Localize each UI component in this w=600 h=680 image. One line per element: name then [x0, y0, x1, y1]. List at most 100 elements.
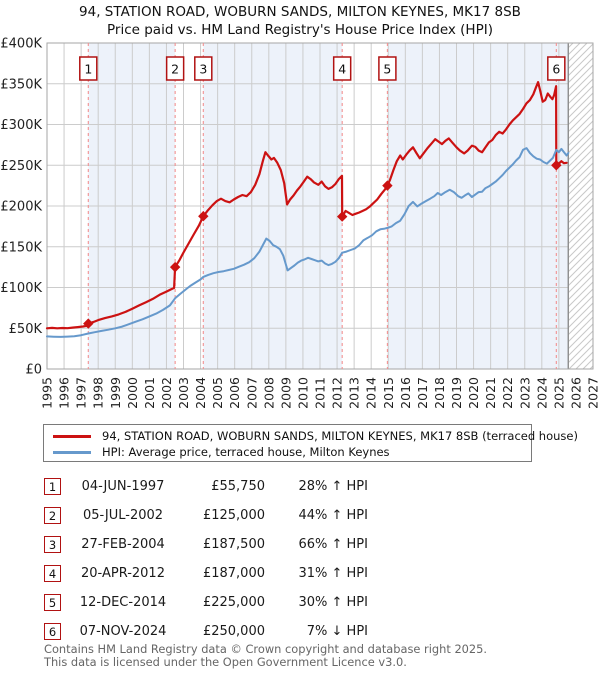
- sale-marker-box: [332, 56, 352, 81]
- y-axis-tick-label: £0: [25, 363, 42, 378]
- sale-point-marker: [551, 160, 562, 171]
- table-row: 1 04-JUN-1997 £55,750 28% ↑ HPI: [0, 478, 600, 496]
- x-axis-tick-label: 2013: [347, 377, 362, 409]
- page-title: 94, STATION ROAD, WOBURN SANDS, MILTON K…: [79, 4, 521, 20]
- sale-marker-number: 1: [84, 62, 92, 77]
- x-axis-tick-label: 2023: [517, 377, 532, 409]
- x-axis-tick-label: 2011: [313, 377, 328, 409]
- table-row: 6 07-NOV-2024 £250,000 7% ↓ HPI: [0, 623, 600, 641]
- sale-marker-number: 4: [338, 62, 346, 77]
- x-axis-tick-label: 2001: [142, 377, 157, 409]
- x-axis-tick-label: 2018: [432, 377, 447, 409]
- x-axis-tick-label: 2008: [261, 377, 276, 409]
- hpi-line-swatch: [53, 450, 91, 454]
- y-axis-tick-label: £200K: [0, 200, 42, 215]
- sale-marker-box: [79, 56, 98, 81]
- x-axis-tick-label: 2004: [193, 377, 208, 409]
- future-region-hatch: [568, 43, 593, 369]
- sale-date: 20-APR-2012: [81, 566, 165, 581]
- sale-marker-number: 5: [383, 62, 391, 77]
- x-axis-tick-label: 2024: [534, 377, 549, 409]
- table-row: 2 05-JUL-2002 £125,000 44% ↑ HPI: [0, 507, 600, 525]
- sale-marker-number: 6: [552, 62, 560, 77]
- sale-number-badge: 2: [44, 507, 61, 524]
- x-axis-tick-label: 2007: [244, 377, 259, 409]
- sale-point-marker: [83, 318, 94, 329]
- plot-border: [46, 42, 594, 370]
- sale-date: 07-NOV-2024: [79, 624, 167, 639]
- sale-hpi-delta: 44% ↑ HPI: [298, 508, 368, 523]
- x-axis-tick-label: 2009: [278, 377, 293, 409]
- sale-number-badge: 5: [44, 594, 61, 611]
- y-axis-tick-label: £400K: [0, 37, 42, 52]
- x-axis-tick-label: 2016: [398, 377, 413, 409]
- legend-item-property: 94, STATION ROAD, WOBURN SANDS, MILTON K…: [44, 428, 578, 444]
- x-axis-tick-label: 1999: [108, 377, 123, 409]
- x-axis-tick-label: 2003: [176, 377, 191, 409]
- sale-hpi-delta: 66% ↑ HPI: [298, 537, 368, 552]
- sale-hpi-delta: 7% ↓ HPI: [306, 624, 368, 639]
- x-axis-tick-label: 2026: [568, 377, 583, 409]
- sale-hpi-delta: 31% ↑ HPI: [298, 566, 368, 581]
- property-line-swatch: [53, 434, 91, 438]
- sale-marker-box: [378, 56, 397, 81]
- x-axis-tick-label: 2015: [381, 377, 396, 409]
- sale-price: £225,000: [202, 595, 265, 610]
- x-axis-tick-label: 2000: [125, 377, 140, 409]
- sale-price: £187,000: [202, 566, 265, 581]
- sale-date: 27-FEB-2004: [81, 537, 165, 552]
- x-axis-tick-label: 2022: [500, 377, 515, 409]
- sale-date: 12-DEC-2014: [79, 595, 167, 610]
- x-axis-tick-label: 2025: [551, 377, 566, 409]
- page-subtitle: Price paid vs. HM Land Registry's House …: [107, 22, 493, 38]
- sale-price: £250,000: [202, 624, 265, 639]
- x-axis-tick-label: 2019: [449, 377, 464, 409]
- sale-price: £187,500: [202, 537, 265, 552]
- x-axis-tick-label: 2006: [227, 377, 242, 409]
- x-axis-tick-label: 1995: [40, 377, 55, 409]
- x-axis-tick-label: 2005: [210, 377, 225, 409]
- sale-point-marker: [198, 210, 209, 222]
- legend-item-hpi: HPI: Average price, terraced house, Milt…: [44, 444, 531, 460]
- sale-date: 04-JUN-1997: [81, 479, 165, 494]
- sale-number-badge: 3: [44, 536, 61, 553]
- legend-label-property: 94, STATION ROAD, WOBURN SANDS, MILTON K…: [102, 429, 578, 443]
- sale-marker-box: [547, 56, 566, 81]
- sale-number-badge: 1: [44, 478, 61, 495]
- sale-date: 05-JUL-2002: [82, 508, 164, 523]
- sale-point-marker: [336, 211, 348, 222]
- x-axis-tick-label: 1996: [57, 377, 72, 409]
- table-row: 5 12-DEC-2014 £225,000 30% ↑ HPI: [0, 594, 600, 612]
- x-axis-tick-label: 2010: [295, 377, 310, 409]
- x-axis-tick-label: 2020: [466, 377, 481, 409]
- chart-legend: 94, STATION ROAD, WOBURN SANDS, MILTON K…: [43, 424, 578, 462]
- sale-number-badge: 6: [44, 623, 61, 640]
- table-row: 4 20-APR-2012 £187,000 31% ↑ HPI: [0, 565, 600, 583]
- x-axis-tick-label: 2021: [483, 377, 498, 409]
- legend-label-hpi: HPI: Average price, terraced house, Milt…: [102, 445, 390, 459]
- y-axis-tick-label: £150K: [0, 240, 42, 255]
- sale-hpi-delta: 28% ↑ HPI: [298, 479, 368, 494]
- hpi-line: [46, 147, 570, 338]
- sale-price: £125,000: [202, 508, 265, 523]
- sale-marker-number: 3: [199, 62, 207, 77]
- sale-marker-number: 2: [171, 62, 179, 77]
- x-axis-tick-label: 2017: [415, 377, 430, 409]
- sale-marker-box: [194, 56, 213, 81]
- footer-line-2: This data is licensed under the Open Gov…: [44, 654, 407, 669]
- table-row: 3 27-FEB-2004 £187,500 66% ↑ HPI: [0, 536, 600, 554]
- x-axis-tick-label: 2014: [364, 377, 379, 409]
- x-axis-tick-label: 1997: [74, 377, 89, 409]
- sale-point-marker: [382, 180, 393, 191]
- sale-marker-box: [165, 56, 185, 81]
- y-axis-tick-label: £300K: [0, 118, 42, 133]
- price-history-chart: 1 2 3 4 5 6 £0 £50K £100K £150K £200K £250K £300K £35…: [0, 37, 600, 409]
- y-axis-tick-label: £250K: [0, 159, 42, 174]
- y-axis-tick-label: £350K: [0, 77, 42, 92]
- sale-hpi-delta: 30% ↑ HPI: [298, 595, 368, 610]
- x-axis-tick-label: 2027: [586, 377, 600, 409]
- sale-price: £55,750: [211, 479, 265, 494]
- sale-number-badge: 4: [44, 565, 61, 582]
- x-axis-tick-label: 2012: [330, 377, 345, 409]
